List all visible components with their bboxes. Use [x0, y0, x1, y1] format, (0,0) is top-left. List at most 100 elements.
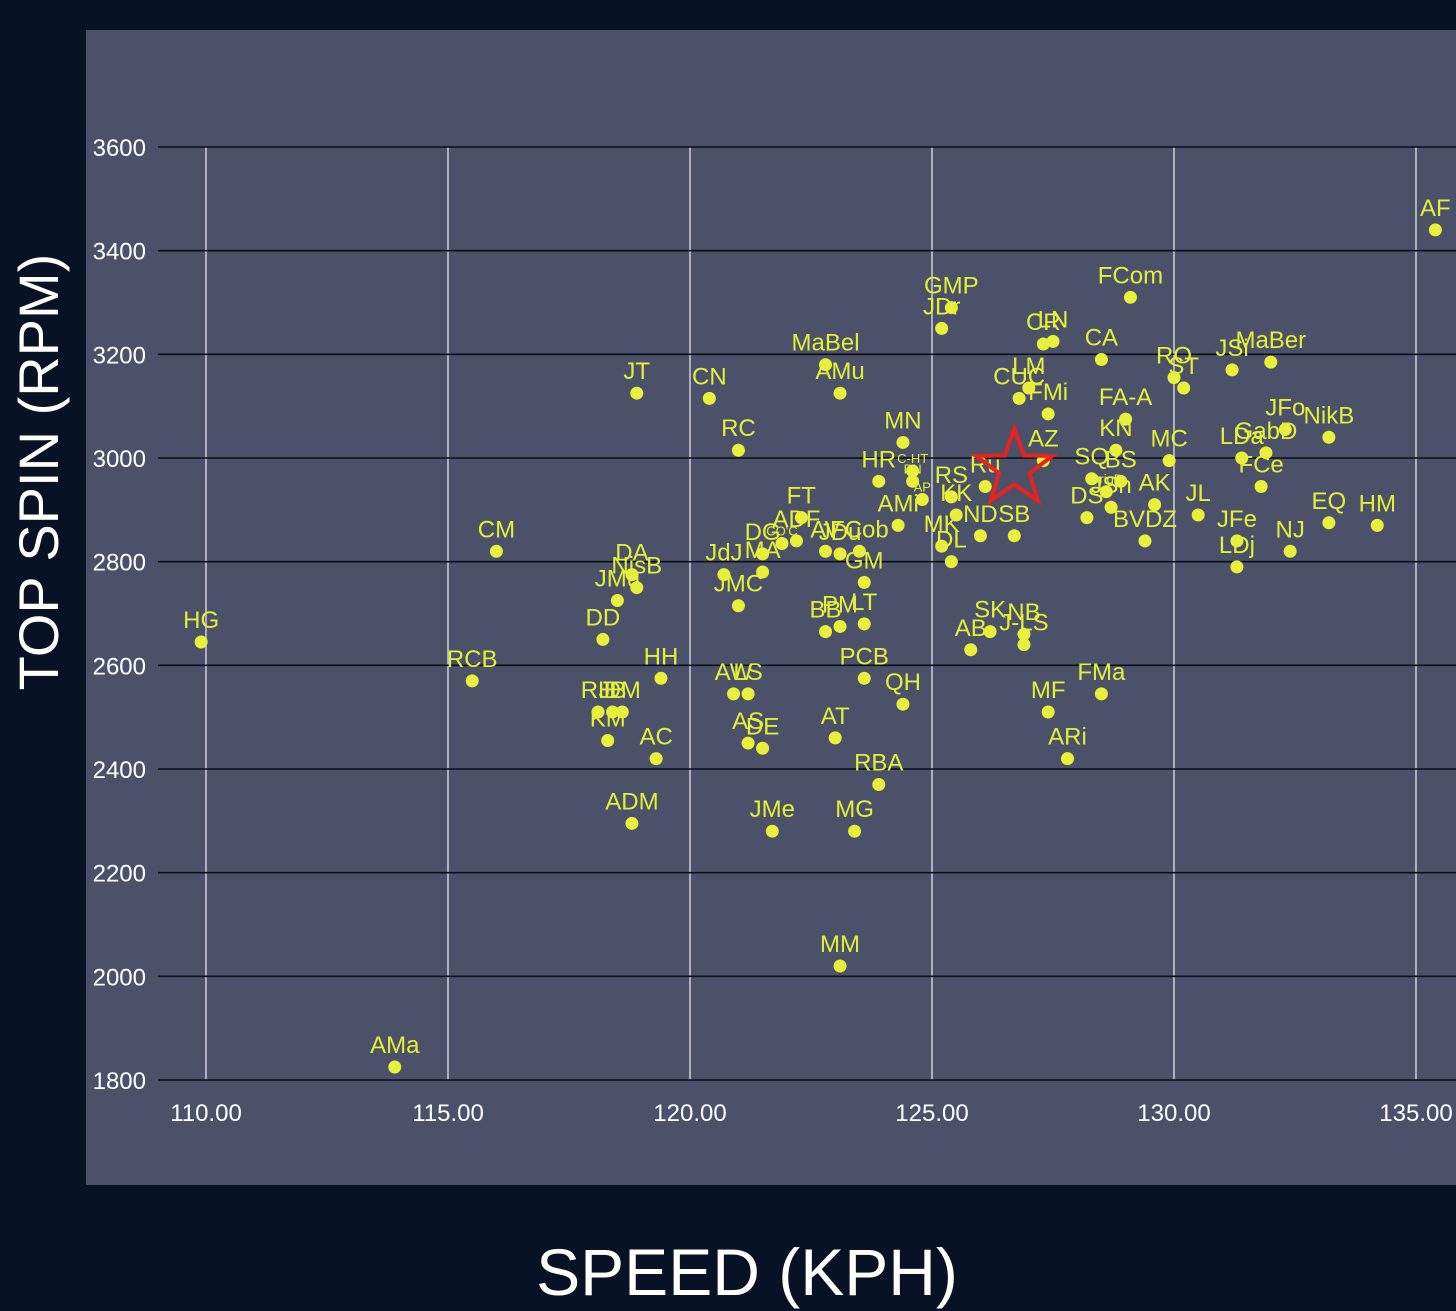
data-point	[896, 697, 910, 711]
data-point	[1148, 498, 1162, 512]
data-point	[828, 731, 842, 745]
highlight-star	[970, 422, 1059, 506]
data-point	[731, 443, 745, 457]
data-point	[915, 492, 929, 506]
data-point-label: LM	[1012, 353, 1045, 380]
data-point	[625, 568, 639, 582]
data-point-label: KK	[940, 480, 972, 507]
data-point-label: LT	[851, 589, 878, 616]
data-point	[789, 534, 803, 548]
data-point-label: CA	[1085, 325, 1118, 352]
data-point-label: BS	[1105, 446, 1137, 473]
data-point	[1230, 534, 1244, 548]
data-point	[852, 544, 866, 558]
data-point	[944, 301, 958, 315]
data-point	[702, 391, 716, 405]
y-axis-ticks: 1800 2000 2200 2400 2600 2800 3000 3200 3400 3600	[93, 135, 146, 1095]
x-tick-label: 120.00	[653, 1100, 726, 1127]
data-point	[1370, 518, 1384, 532]
data-point-label: QH	[885, 669, 921, 696]
data-point-label: HR	[861, 446, 896, 473]
data-point	[1007, 529, 1021, 543]
data-point-label: RH	[581, 677, 616, 704]
data-point-label: DM	[604, 677, 641, 704]
data-point-label: NJ	[1275, 516, 1304, 543]
data-point	[1191, 508, 1205, 522]
data-point	[857, 671, 871, 685]
data-point	[1167, 371, 1181, 385]
data-point	[1283, 544, 1297, 558]
data-point-label: CM	[478, 516, 515, 543]
data-point	[1177, 381, 1191, 395]
y-tick-label: 2800	[93, 550, 146, 577]
data-point	[973, 529, 987, 543]
data-point	[727, 687, 741, 701]
data-point	[857, 617, 871, 631]
data-point-label: AS	[732, 708, 764, 735]
data-point	[1061, 752, 1075, 766]
data-point-label: AK	[1139, 470, 1171, 497]
data-point	[1017, 627, 1031, 641]
data-point	[1046, 334, 1060, 348]
data-point	[756, 547, 770, 561]
data-point-label: ADF	[772, 506, 820, 533]
data-point	[1428, 223, 1442, 237]
data-point-label: BN	[904, 461, 922, 476]
data-point-label: AZ	[1028, 426, 1059, 453]
data-point	[906, 474, 920, 488]
x-tick-label: 115.00	[412, 1100, 484, 1127]
data-point-label: MC	[1150, 426, 1187, 453]
data-point-label: FCe	[1238, 452, 1283, 479]
data-point	[654, 671, 668, 685]
data-point-label: JSh	[1090, 472, 1131, 499]
data-point	[833, 547, 847, 561]
data-point-label: FA-A	[1099, 384, 1152, 411]
data-point	[630, 386, 644, 400]
data-point-label: AP	[914, 479, 931, 494]
y-tick-label: 2200	[93, 861, 146, 888]
data-point	[1094, 687, 1108, 701]
data-point	[775, 537, 789, 551]
x-tick-label: 130.00	[1137, 1100, 1210, 1127]
plot-panel-background	[86, 30, 1456, 1185]
data-point-label: FT	[787, 483, 817, 510]
data-point-label: HH	[644, 643, 679, 670]
data-point-label: GrigD	[1089, 472, 1123, 487]
data-point-label: DE	[746, 713, 779, 740]
data-point-label: AB	[955, 615, 987, 642]
y-tick-label: 2600	[93, 653, 146, 680]
data-point	[1123, 290, 1137, 304]
x-tick-label: 125.00	[895, 1100, 968, 1127]
x-axis-ticks: 110.00 115.00 120.00 125.00 130.00 135.00	[170, 1100, 1453, 1127]
data-point	[591, 705, 605, 719]
data-point-label: AMu	[815, 358, 864, 385]
data-point-label: JMu	[595, 566, 640, 593]
data-point-label: JFo	[1265, 394, 1305, 421]
data-point	[794, 511, 808, 525]
vertical-gridlines	[205, 147, 1417, 1080]
data-point-label: GabD	[1235, 418, 1298, 445]
data-point-label: AMi	[877, 490, 918, 517]
data-point	[765, 824, 779, 838]
data-point	[489, 544, 503, 558]
data-point-label: JMC	[714, 571, 763, 598]
data-point	[388, 1060, 402, 1074]
data-point-label: ARi	[1048, 724, 1087, 751]
data-point	[1138, 534, 1152, 548]
data-point-label: DS	[1070, 483, 1103, 510]
data-point	[935, 321, 949, 335]
data-point	[756, 565, 770, 579]
data-point	[630, 581, 644, 595]
y-tick-label: 3400	[93, 239, 146, 266]
data-point	[1259, 446, 1273, 460]
data-point	[625, 816, 639, 830]
data-point-label: DG	[745, 519, 781, 546]
data-point-label: MK	[924, 511, 960, 538]
data-point-label: ND	[963, 501, 998, 528]
data-point	[978, 480, 992, 494]
data-point-label: PM	[822, 591, 858, 618]
data-point-label: CN	[692, 363, 727, 390]
data-point	[465, 674, 479, 688]
data-point	[1041, 407, 1055, 421]
